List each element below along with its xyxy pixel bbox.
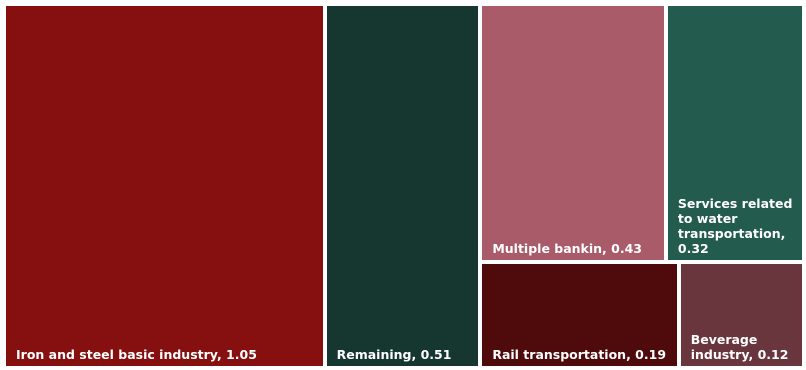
tile-rail-transportation: Rail transportation, 0.19	[482, 263, 677, 366]
tile-label-remaining: Remaining, 0.51	[336, 347, 452, 362]
tile-label-iron-steel: Iron and steel basic industry, 1.05	[16, 347, 257, 362]
tile-label-beverage-industry: Beverage industry, 0.12	[690, 331, 789, 362]
tile-label-multiple-banking: Multiple bankin, 0.43	[492, 240, 642, 256]
tile-beverage-industry: Beverage industry, 0.12	[680, 263, 802, 366]
tile-label-rail-transportation: Rail transportation, 0.19	[492, 346, 667, 362]
tile-iron-steel: Iron and steel basic industry, 1.05	[6, 6, 323, 366]
tile-water-transportation: Services related to water transportation…	[667, 6, 802, 260]
tile-multiple-banking: Multiple bankin, 0.43	[482, 6, 664, 260]
tile-label-water-transportation: Services related to water transportation…	[677, 195, 793, 256]
tile-remaining: Remaining, 0.51	[326, 6, 479, 366]
